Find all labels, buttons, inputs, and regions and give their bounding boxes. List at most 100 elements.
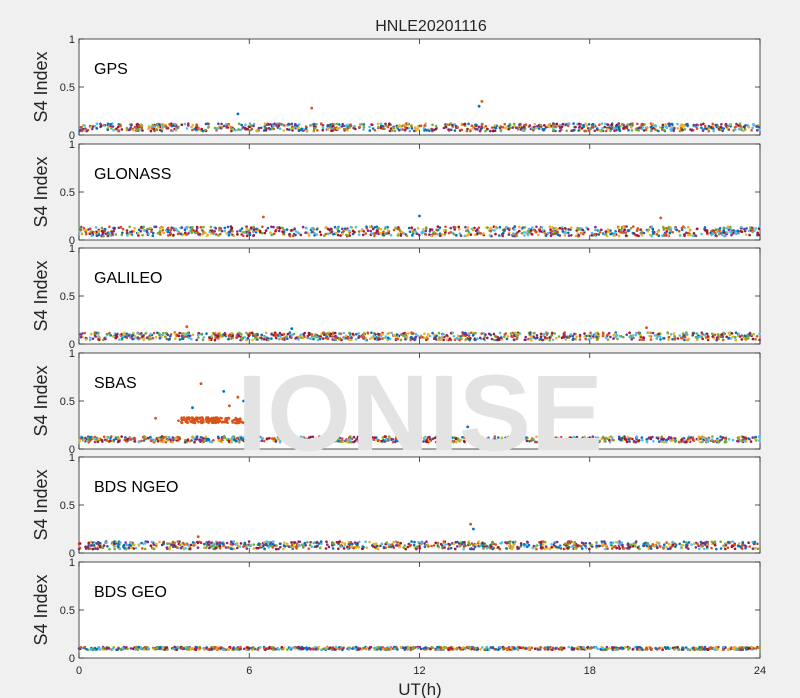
data-point bbox=[447, 542, 450, 546]
data-point bbox=[730, 332, 734, 335]
data-point bbox=[354, 546, 358, 549]
data-point bbox=[143, 435, 146, 439]
data-point bbox=[703, 541, 707, 545]
data-point bbox=[370, 336, 374, 339]
data-point bbox=[437, 439, 440, 442]
data-point bbox=[478, 129, 482, 133]
data-point bbox=[377, 438, 380, 442]
data-point bbox=[537, 127, 541, 130]
data-point bbox=[179, 232, 183, 236]
data-point bbox=[246, 127, 249, 131]
data-point bbox=[467, 332, 471, 335]
data-point bbox=[214, 418, 217, 422]
data-point bbox=[430, 127, 434, 131]
y-tick-label: 0.5 bbox=[60, 605, 75, 617]
data-point bbox=[712, 127, 715, 130]
data-point bbox=[156, 440, 160, 443]
data-point bbox=[526, 545, 529, 548]
data-point bbox=[195, 124, 199, 127]
data-point bbox=[665, 230, 669, 233]
data-point bbox=[111, 335, 115, 338]
data-point bbox=[698, 440, 702, 444]
data-point bbox=[239, 128, 242, 132]
data-point bbox=[376, 122, 380, 126]
data-point bbox=[416, 227, 420, 230]
data-point bbox=[383, 435, 387, 438]
data-point bbox=[604, 544, 608, 547]
data-point bbox=[737, 127, 741, 131]
data-point bbox=[109, 334, 112, 337]
data-point bbox=[296, 231, 300, 234]
data-point bbox=[368, 540, 371, 544]
data-point bbox=[744, 124, 747, 127]
data-point bbox=[306, 541, 309, 544]
data-point bbox=[623, 126, 626, 129]
data-point bbox=[291, 234, 295, 238]
data-point bbox=[412, 337, 416, 341]
data-point bbox=[108, 547, 111, 551]
data-point bbox=[479, 544, 482, 548]
data-point bbox=[683, 334, 686, 337]
data-point bbox=[415, 232, 419, 235]
data-point bbox=[387, 231, 390, 235]
data-point bbox=[442, 126, 446, 130]
data-point bbox=[621, 231, 624, 234]
data-point bbox=[216, 416, 219, 419]
data-point bbox=[731, 335, 735, 339]
data-point bbox=[456, 126, 459, 129]
data-point bbox=[162, 123, 165, 127]
data-point bbox=[518, 332, 522, 335]
data-point bbox=[438, 437, 442, 440]
data-point bbox=[252, 547, 256, 550]
data-point bbox=[615, 546, 618, 550]
data-point bbox=[379, 227, 383, 231]
data-point bbox=[478, 440, 482, 444]
data-point bbox=[726, 225, 730, 228]
data-point bbox=[389, 233, 393, 237]
data-point bbox=[471, 127, 475, 130]
data-point bbox=[203, 438, 206, 442]
data-point bbox=[169, 228, 173, 232]
data-point bbox=[678, 440, 681, 444]
data-point bbox=[93, 541, 96, 544]
data-point bbox=[625, 225, 628, 228]
data-point bbox=[174, 337, 177, 340]
data-point bbox=[318, 440, 321, 444]
data-point bbox=[337, 337, 341, 341]
data-point bbox=[181, 337, 185, 341]
data-point bbox=[332, 542, 335, 545]
data-point bbox=[727, 336, 731, 340]
data-point bbox=[734, 338, 738, 342]
data-point bbox=[223, 420, 227, 424]
y-tick-label: 0.5 bbox=[60, 500, 75, 512]
data-point bbox=[718, 232, 721, 236]
data-point bbox=[308, 337, 312, 340]
data-point bbox=[662, 225, 665, 229]
data-point bbox=[631, 122, 634, 125]
data-point bbox=[268, 123, 272, 126]
data-point bbox=[354, 127, 357, 131]
data-point bbox=[528, 124, 532, 127]
data-point bbox=[414, 126, 417, 130]
data-point bbox=[350, 336, 353, 340]
data-point bbox=[756, 547, 760, 550]
data-point bbox=[132, 543, 136, 547]
data-point bbox=[381, 126, 385, 130]
data-point bbox=[336, 227, 340, 231]
data-point bbox=[578, 126, 581, 129]
data-point bbox=[743, 439, 746, 443]
data-point bbox=[212, 543, 215, 546]
data-point bbox=[102, 338, 105, 342]
data-point bbox=[669, 547, 672, 550]
data-point bbox=[563, 227, 567, 230]
data-point bbox=[606, 547, 609, 550]
data-point bbox=[232, 234, 235, 238]
data-point bbox=[505, 547, 508, 550]
data-point bbox=[739, 230, 742, 233]
data-point bbox=[297, 540, 300, 543]
data-point bbox=[222, 436, 226, 439]
data-point bbox=[214, 336, 218, 340]
data-point bbox=[78, 439, 81, 442]
data-point bbox=[218, 546, 222, 550]
data-point bbox=[278, 227, 282, 230]
